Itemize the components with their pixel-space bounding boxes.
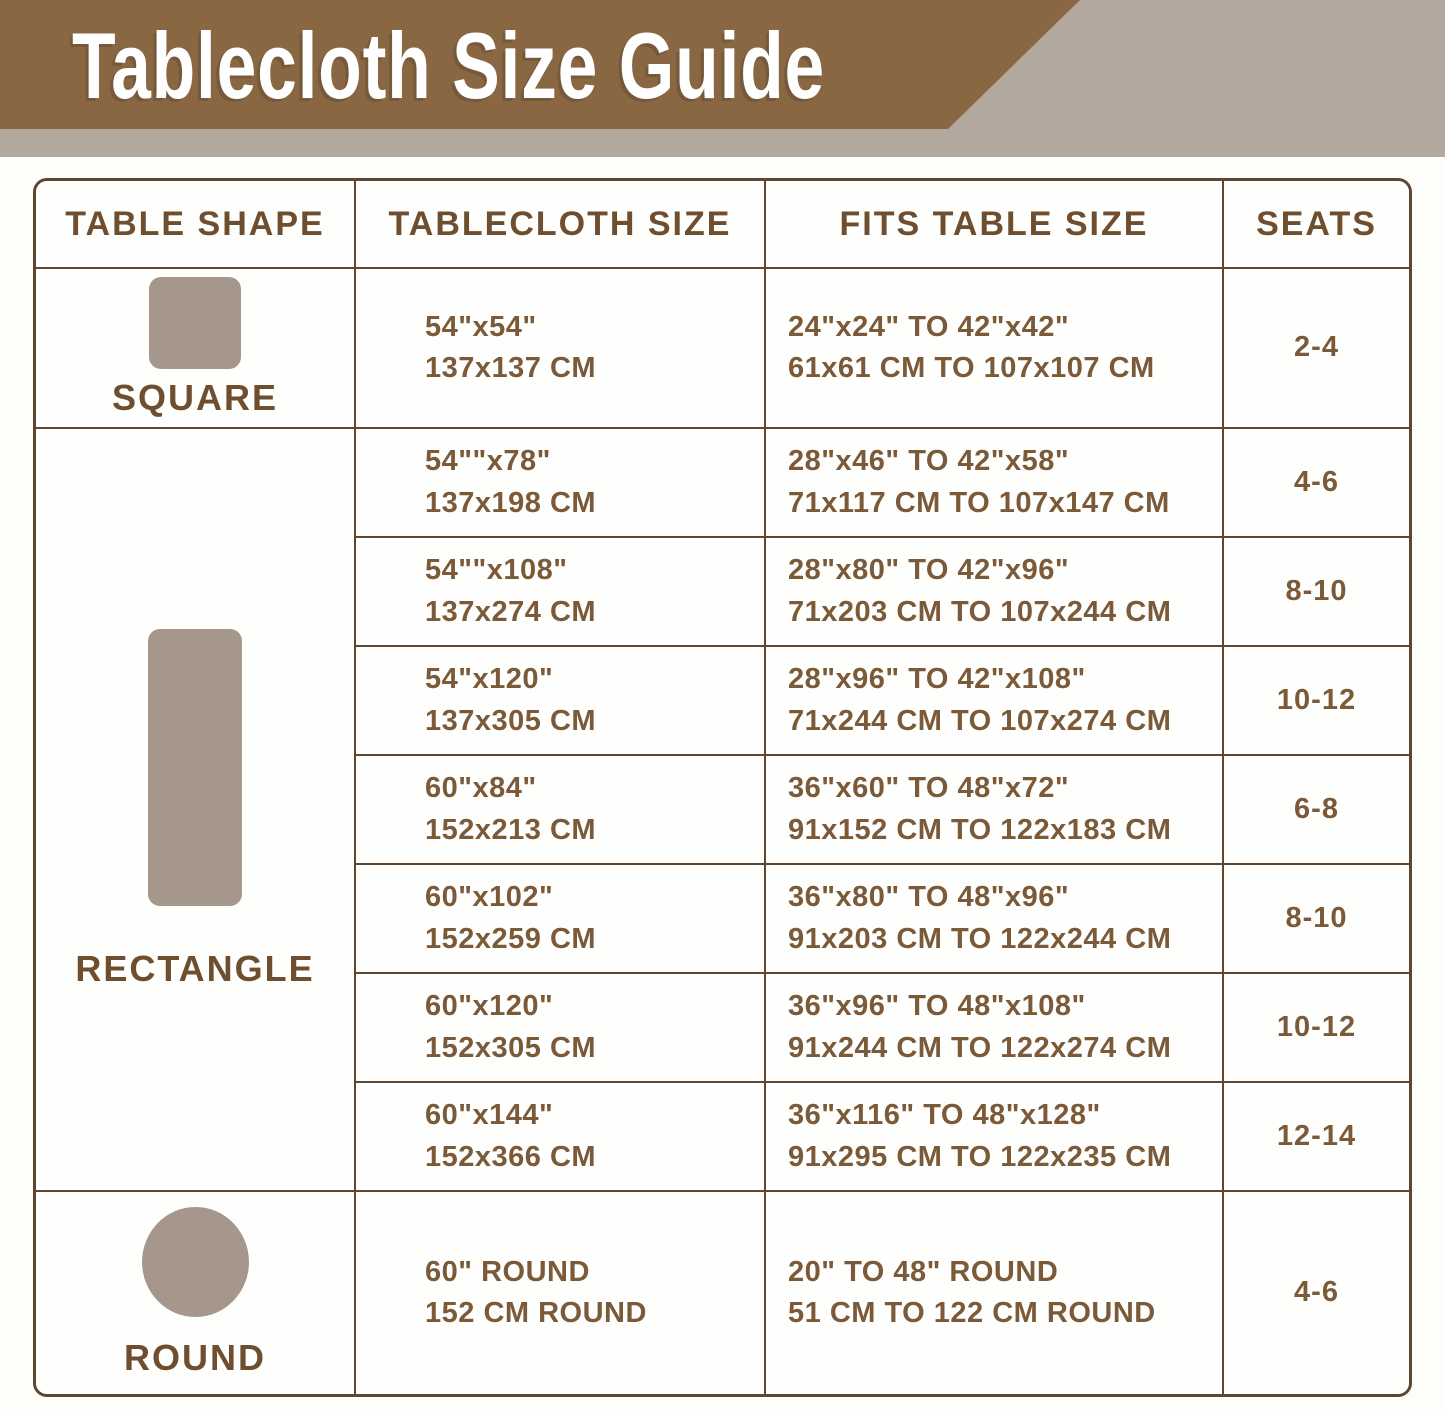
circle-icon	[141, 1207, 249, 1317]
cloth-size-line: 152x305 CM	[425, 1031, 597, 1064]
cloth-size-line: 60"x120"	[425, 990, 554, 1023]
cloth-size-cell: 60" ROUND 152 CM ROUND	[356, 1192, 766, 1394]
cloth-size-line: 60"x144"	[425, 1099, 554, 1132]
cloth-size-line: 54""x78"	[425, 445, 551, 478]
fits-size-line: 91x152 CM TO 122x183 CM	[788, 813, 1172, 846]
shape-label-square: SQUARE	[111, 377, 279, 418]
shape-cell-rectangle: RECTANGLE	[36, 429, 356, 1192]
fits-size-line: 20" TO 48" ROUND	[788, 1255, 1059, 1288]
seats-cell: 10-12	[1224, 647, 1409, 756]
fits-size-cell: 24"x24" TO 42"x42" 61x61 CM TO 107x107 C…	[766, 269, 1224, 429]
cloth-size-line: 60"x84"	[425, 772, 537, 805]
seats-cell: 6-8	[1224, 756, 1409, 865]
cloth-size-cell: 60"x102" 152x259 CM	[356, 865, 766, 974]
seats-cell: 8-10	[1224, 865, 1409, 974]
shape-cell-round: ROUND	[36, 1192, 356, 1394]
cloth-size-cell: 60"x120" 152x305 CM	[356, 974, 766, 1083]
fits-size-line: 24"x24" TO 42"x42"	[788, 310, 1070, 343]
fits-size-line: 36"x116" TO 48"x128"	[788, 1099, 1101, 1132]
fits-size-cell: 28"x96" TO 42"x108" 71x244 CM TO 107x274…	[766, 647, 1224, 756]
cloth-size-cell: 54"x54" 137x137 CM	[356, 269, 766, 429]
fits-size-cell: 36"x80" TO 48"x96" 91x203 CM TO 122x244 …	[766, 865, 1224, 974]
cloth-size-line: 54""x108"	[425, 554, 568, 587]
page-title: Tablecloth Size Guide	[72, 13, 825, 118]
fits-size-cell: 28"x46" TO 42"x58" 71x117 CM TO 107x147 …	[766, 429, 1224, 538]
fits-size-line: 36"x60" TO 48"x72"	[788, 772, 1070, 805]
fits-size-line: 28"x46" TO 42"x58"	[788, 445, 1070, 478]
cloth-size-line: 152x213 CM	[425, 813, 597, 846]
fits-size-cell: 28"x80" TO 42"x96" 71x203 CM TO 107x244 …	[766, 538, 1224, 647]
cloth-size-cell: 60"x144" 152x366 CM	[356, 1083, 766, 1192]
fits-size-line: 36"x80" TO 48"x96"	[788, 881, 1070, 914]
cloth-size-line: 137x305 CM	[425, 704, 597, 737]
cloth-size-cell: 54"x120" 137x305 CM	[356, 647, 766, 756]
header-fits-table-size: FITS TABLE SIZE	[766, 181, 1224, 269]
size-guide-table: TABLE SHAPE TABLECLOTH SIZE FITS TABLE S…	[33, 178, 1412, 1397]
shape-label-round: ROUND	[124, 1337, 266, 1378]
header-tablecloth-size: TABLECLOTH SIZE	[356, 181, 766, 269]
seats-cell: 10-12	[1224, 974, 1409, 1083]
cloth-size-line: 152x259 CM	[425, 922, 597, 955]
fits-size-line: 91x295 CM TO 122x235 CM	[788, 1140, 1172, 1173]
fits-size-line: 36"x96" TO 48"x108"	[788, 990, 1086, 1023]
rectangle-icon	[148, 629, 242, 906]
cloth-size-cell: 54""x108" 137x274 CM	[356, 538, 766, 647]
cloth-size-line: 137x137 CM	[425, 352, 597, 384]
cloth-size-line: 137x198 CM	[425, 486, 597, 519]
square-icon	[149, 277, 241, 369]
seats-cell: 4-6	[1224, 1192, 1409, 1394]
fits-size-cell: 20" TO 48" ROUND 51 CM TO 122 CM ROUND	[766, 1192, 1224, 1394]
shape-cell-square: SQUARE	[36, 269, 356, 429]
seats-cell: 12-14	[1224, 1083, 1409, 1192]
header-seats: SEATS	[1224, 181, 1409, 269]
cloth-size-line: 152x366 CM	[425, 1140, 597, 1173]
fits-size-cell: 36"x60" TO 48"x72" 91x152 CM TO 122x183 …	[766, 756, 1224, 865]
seats-cell: 8-10	[1224, 538, 1409, 647]
fits-size-line: 51 CM TO 122 CM ROUND	[788, 1297, 1156, 1329]
fits-size-cell: 36"x116" TO 48"x128" 91x295 CM TO 122x23…	[766, 1083, 1224, 1192]
title-banner: Tablecloth Size Guide	[0, 0, 1080, 129]
header-table-shape: TABLE SHAPE	[36, 181, 356, 269]
fits-size-line: 71x117 CM TO 107x147 CM	[788, 486, 1170, 519]
fits-size-cell: 36"x96" TO 48"x108" 91x244 CM TO 122x274…	[766, 974, 1224, 1083]
seats-cell: 2-4	[1224, 269, 1409, 429]
fits-size-line: 91x203 CM TO 122x244 CM	[788, 922, 1172, 955]
fits-size-line: 71x203 CM TO 107x244 CM	[788, 595, 1172, 628]
cloth-size-line: 54"x54"	[425, 310, 537, 343]
cloth-size-cell: 60"x84" 152x213 CM	[356, 756, 766, 865]
cloth-size-line: 54"x120"	[425, 663, 554, 696]
seats-cell: 4-6	[1224, 429, 1409, 538]
fits-size-line: 28"x80" TO 42"x96"	[788, 554, 1070, 587]
fits-size-line: 91x244 CM TO 122x274 CM	[788, 1031, 1172, 1064]
cloth-size-line: 152 CM ROUND	[425, 1297, 647, 1329]
cloth-size-cell: 54""x78" 137x198 CM	[356, 429, 766, 538]
cloth-size-line: 137x274 CM	[425, 595, 597, 628]
cloth-size-line: 60" ROUND	[425, 1255, 590, 1288]
fits-size-line: 28"x96" TO 42"x108"	[788, 663, 1086, 696]
shape-label-rectangle: RECTANGLE	[75, 948, 315, 989]
fits-size-line: 61x61 CM TO 107x107 CM	[788, 352, 1155, 384]
fits-size-line: 71x244 CM TO 107x274 CM	[788, 704, 1172, 737]
cloth-size-line: 60"x102"	[425, 881, 554, 914]
